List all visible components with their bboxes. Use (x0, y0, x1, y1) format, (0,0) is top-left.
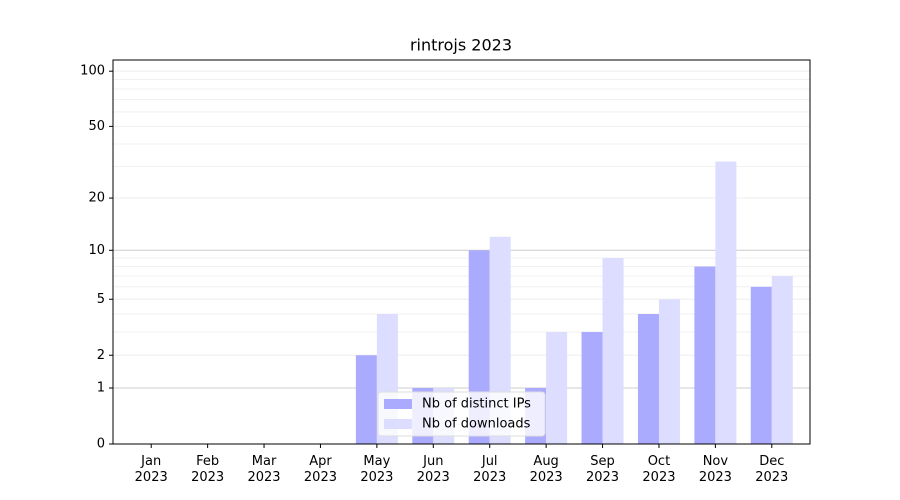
x-tick-label: Aug 2023 (530, 454, 563, 485)
y-tick-label: 1 (97, 381, 105, 396)
x-tick-label: Jul 2023 (473, 454, 506, 485)
legend-label: Nb of distinct IPs (422, 397, 531, 412)
x-tick-label: Sep 2023 (586, 454, 619, 485)
y-tick-label: 10 (88, 243, 105, 258)
bar (637, 313, 659, 444)
x-tick-label: Feb 2023 (191, 454, 224, 485)
legend-label: Nb of downloads (422, 417, 531, 432)
y-tick-label: 100 (80, 64, 105, 79)
legend-box (377, 391, 546, 437)
chart-title: rintrojs 2023 (410, 36, 512, 55)
bar (658, 299, 680, 444)
bar (694, 266, 716, 444)
x-tick-label: Apr 2023 (304, 454, 337, 485)
y-tick-label: 5 (97, 292, 105, 307)
bar (715, 161, 737, 444)
x-tick-label: Dec 2023 (755, 454, 788, 485)
x-tick-label: Nov 2023 (699, 454, 732, 485)
x-tick-label: May 2023 (360, 454, 393, 485)
bar (771, 276, 793, 444)
bar (581, 332, 603, 444)
legend-swatch (384, 399, 412, 409)
x-tick-label: Mar 2023 (247, 454, 280, 485)
bar (602, 257, 624, 444)
bar (355, 355, 377, 444)
x-tick-label: Oct 2023 (642, 454, 675, 485)
x-tick-label: Jun 2023 (417, 454, 450, 485)
y-tick-label: 50 (88, 119, 105, 134)
bar (750, 286, 772, 444)
y-tick-label: 0 (97, 437, 105, 452)
y-tick-label: 2 (97, 348, 105, 363)
legend: Nb of distinct IPs Nb of downloads (377, 391, 546, 437)
bar (546, 332, 568, 444)
y-tick-label: 20 (88, 191, 105, 206)
legend-swatch (384, 419, 412, 429)
plot-frame (112, 59, 811, 445)
x-tick-label: Jan 2023 (135, 454, 168, 485)
